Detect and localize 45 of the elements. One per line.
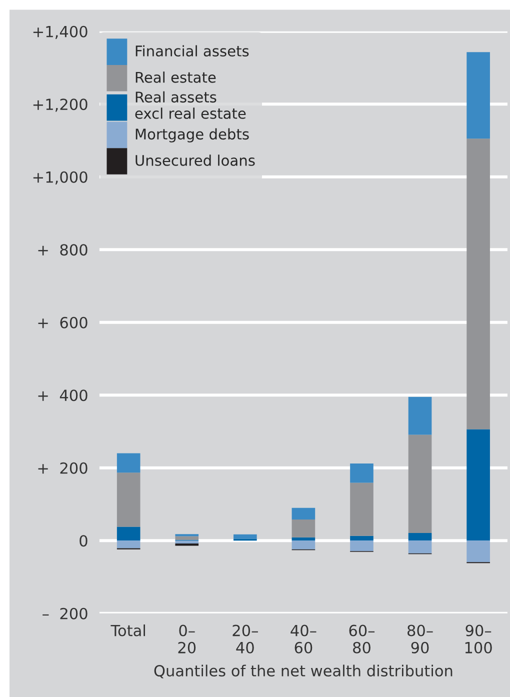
y-tick-label: +1,400 (33, 26, 88, 39)
bar (466, 52, 490, 139)
y-tick-label: 0 (80, 535, 88, 547)
x-tick-label: 0– 20 (178, 624, 196, 654)
y-tick-label: +1,200 (33, 98, 88, 112)
bar (292, 537, 316, 541)
bar (408, 540, 432, 554)
bar (408, 532, 432, 541)
bar (350, 540, 374, 552)
x-tick-label: 90– 100 (465, 624, 492, 654)
bar (175, 540, 199, 544)
bar (175, 536, 199, 540)
x-tick-label: 80– 90 (408, 624, 433, 654)
bar (408, 396, 432, 435)
legend-label: Real estate (136, 72, 216, 83)
legend-label: Mortgage debts (136, 128, 249, 142)
bar (116, 472, 140, 527)
bar (116, 540, 140, 548)
y-tick-label: + 800 (38, 244, 88, 256)
x-axis-title: Quantiles of the net wealth distribution (154, 664, 452, 678)
bar (466, 540, 490, 562)
y-tick-label: + 400 (38, 390, 88, 402)
bar (466, 429, 490, 541)
bar (350, 463, 374, 483)
x-tick-label: 40– 60 (290, 624, 316, 654)
bar (408, 434, 432, 533)
x-tick-label: 20– 40 (232, 624, 258, 654)
legend-label: Real assets excl real estate (135, 91, 246, 119)
y-tick-label: +1,000 (33, 171, 88, 184)
bar (116, 526, 140, 541)
y-tick-label: – 200 (42, 608, 88, 620)
legend-label: Unsecured loans (136, 154, 255, 166)
y-tick-label: + 600 (38, 316, 88, 328)
bar (292, 508, 316, 520)
bar (292, 520, 316, 538)
bar (234, 534, 257, 539)
x-tick-label: 60– 80 (349, 624, 375, 654)
bar (350, 482, 374, 536)
bar (466, 138, 490, 430)
bar (292, 540, 316, 550)
y-tick-label: + 200 (38, 462, 88, 474)
legend-label: Financial assets (136, 45, 249, 57)
bar (350, 536, 374, 541)
x-tick-label: Total (110, 624, 145, 636)
bar (116, 453, 140, 473)
